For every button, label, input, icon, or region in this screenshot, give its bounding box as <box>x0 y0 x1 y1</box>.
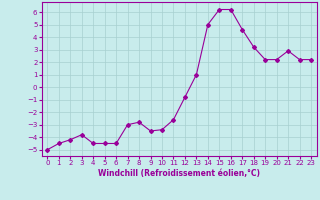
X-axis label: Windchill (Refroidissement éolien,°C): Windchill (Refroidissement éolien,°C) <box>98 169 260 178</box>
